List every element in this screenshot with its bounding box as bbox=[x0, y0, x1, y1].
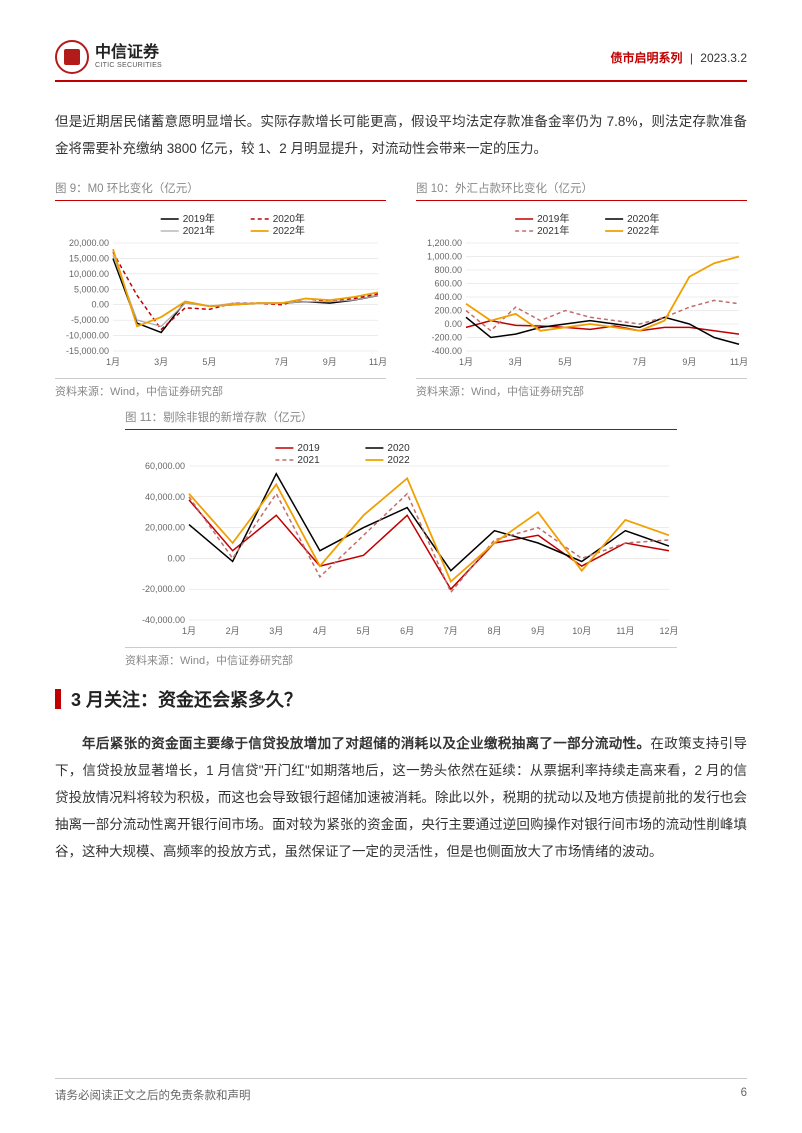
chart-9-source: 资料来源：Wind，中信证券研究部 bbox=[55, 378, 386, 399]
svg-text:20,000.00: 20,000.00 bbox=[69, 238, 109, 248]
svg-text:2020年: 2020年 bbox=[627, 212, 659, 225]
chart-11-block: 图 11：剔除非银的新增存款（亿元） -40,000.00 -20,000.00 0… bbox=[125, 409, 677, 668]
svg-text:0.00: 0.00 bbox=[167, 553, 185, 563]
meta-sep: | bbox=[690, 51, 693, 65]
heading-bar-icon bbox=[55, 689, 61, 709]
svg-text:11月: 11月 bbox=[616, 626, 634, 636]
chart-9-block: 图 9：M0 环比变化（亿元） -15,000.00 -10,000.00 -5,0… bbox=[55, 180, 386, 399]
svg-text:20,000.00: 20,000.00 bbox=[145, 523, 185, 533]
svg-text:7月: 7月 bbox=[444, 626, 458, 636]
svg-text:2022年: 2022年 bbox=[627, 224, 659, 237]
chart-10-block: 图 10：外汇占款环比变化（亿元） -400.00 -200.00 0.00 200.… bbox=[416, 180, 747, 399]
para-rest: 在政策支持引导下，信贷投放显著增长，1 月信贷"开门红"如期落地后，这一势头依然… bbox=[55, 736, 747, 859]
svg-text:3月: 3月 bbox=[269, 626, 283, 636]
page-header: 中信证券 CITIC SECURITIES 债市启明系列 | 2023.3.2 bbox=[55, 40, 747, 74]
logo-cn: 中信证券 bbox=[95, 44, 162, 62]
svg-text:11月: 11月 bbox=[730, 357, 747, 367]
svg-text:-5,000.00: -5,000.00 bbox=[71, 315, 109, 325]
svg-text:-40,000.00: -40,000.00 bbox=[142, 615, 185, 625]
svg-text:15,000.00: 15,000.00 bbox=[69, 253, 109, 263]
svg-text:11月: 11月 bbox=[369, 357, 386, 367]
chart-9-title: 图 9：M0 环比变化（亿元） bbox=[55, 180, 386, 201]
svg-text:2021: 2021 bbox=[297, 455, 320, 466]
intro-paragraph: 但是近期居民储蓄意愿明显增长。实际存款增长可能更高，假设平均法定存款准备金率仍为… bbox=[55, 108, 747, 162]
chart-10-title: 图 10：外汇占款环比变化（亿元） bbox=[416, 180, 747, 201]
svg-text:2022: 2022 bbox=[387, 455, 410, 466]
svg-text:200.00: 200.00 bbox=[434, 306, 462, 316]
svg-text:8月: 8月 bbox=[487, 626, 501, 636]
header-meta: 债市启明系列 | 2023.3.2 bbox=[610, 49, 747, 66]
svg-text:0.00: 0.00 bbox=[91, 300, 109, 310]
section-paragraph: 年后紧张的资金面主要缘于信贷投放增加了对超储的消耗以及企业缴税抽离了一部分流动性… bbox=[55, 730, 747, 865]
svg-text:2020: 2020 bbox=[387, 443, 410, 454]
svg-text:5月: 5月 bbox=[202, 357, 216, 367]
svg-text:-400.00: -400.00 bbox=[431, 346, 462, 356]
svg-text:2019: 2019 bbox=[297, 443, 320, 454]
footer-disclaimer: 请务必阅读正文之后的免责条款和声明 bbox=[55, 1087, 251, 1103]
svg-text:12月: 12月 bbox=[659, 626, 677, 636]
svg-text:3月: 3月 bbox=[509, 357, 523, 367]
chart-9-svg: -15,000.00 -10,000.00 -5,000.00 0.00 5,000.0… bbox=[55, 209, 386, 369]
footer-page-number: 6 bbox=[741, 1087, 747, 1103]
svg-text:1,000.00: 1,000.00 bbox=[427, 252, 462, 262]
svg-text:7月: 7月 bbox=[275, 357, 289, 367]
svg-text:1月: 1月 bbox=[106, 357, 120, 367]
svg-text:-200.00: -200.00 bbox=[431, 333, 462, 343]
svg-text:2022年: 2022年 bbox=[273, 224, 305, 237]
logo-en: CITIC SECURITIES bbox=[95, 62, 162, 70]
svg-text:2月: 2月 bbox=[226, 626, 240, 636]
heading-text: 3 月关注：资金还会紧多久？ bbox=[71, 686, 302, 712]
chart-11-title: 图 11：剔除非银的新增存款（亿元） bbox=[125, 409, 677, 430]
svg-text:3月: 3月 bbox=[154, 357, 168, 367]
svg-text:9月: 9月 bbox=[323, 357, 337, 367]
svg-text:5月: 5月 bbox=[558, 357, 572, 367]
svg-text:0.00: 0.00 bbox=[444, 319, 462, 329]
page-footer: 请务必阅读正文之后的免责条款和声明 6 bbox=[55, 1078, 747, 1103]
header-rule bbox=[55, 80, 747, 82]
chart-10-source: 资料来源：Wind，中信证券研究部 bbox=[416, 378, 747, 399]
svg-text:1,200.00: 1,200.00 bbox=[427, 238, 462, 248]
svg-text:7月: 7月 bbox=[633, 357, 647, 367]
svg-text:4月: 4月 bbox=[313, 626, 327, 636]
charts-row-top: 图 9：M0 环比变化（亿元） -15,000.00 -10,000.00 -5,0… bbox=[55, 180, 747, 399]
brand-logo: 中信证券 CITIC SECURITIES bbox=[55, 40, 162, 74]
chart-11-svg: -40,000.00 -20,000.00 0.00 20,000.00 40,000.… bbox=[125, 438, 677, 638]
chart-11-source: 资料来源：Wind，中信证券研究部 bbox=[125, 647, 677, 668]
svg-text:60,000.00: 60,000.00 bbox=[145, 461, 185, 471]
svg-text:2021年: 2021年 bbox=[537, 224, 569, 237]
svg-text:9月: 9月 bbox=[531, 626, 545, 636]
series-name: 债市启明系列 bbox=[610, 51, 682, 65]
chart-10-svg: -400.00 -200.00 0.00 200.00 400.00 600.00 800.… bbox=[416, 209, 747, 369]
para-bold-lead: 年后紧张的资金面主要缘于信贷投放增加了对超储的消耗以及企业缴税抽离了一部分流动性… bbox=[82, 736, 650, 751]
svg-text:2021年: 2021年 bbox=[183, 224, 215, 237]
svg-text:800.00: 800.00 bbox=[434, 265, 462, 275]
svg-text:-15,000.00: -15,000.00 bbox=[66, 346, 109, 356]
svg-text:-20,000.00: -20,000.00 bbox=[142, 584, 185, 594]
svg-text:10,000.00: 10,000.00 bbox=[69, 269, 109, 279]
svg-text:5,000.00: 5,000.00 bbox=[74, 284, 109, 294]
svg-text:400.00: 400.00 bbox=[434, 292, 462, 302]
svg-text:5月: 5月 bbox=[357, 626, 371, 636]
svg-text:2019年: 2019年 bbox=[183, 212, 215, 225]
svg-text:40,000.00: 40,000.00 bbox=[145, 492, 185, 502]
logo-mark-icon bbox=[55, 40, 89, 74]
report-date: 2023.3.2 bbox=[700, 51, 747, 65]
svg-text:2019年: 2019年 bbox=[537, 212, 569, 225]
svg-text:2020年: 2020年 bbox=[273, 212, 305, 225]
svg-text:9月: 9月 bbox=[682, 357, 696, 367]
section-heading: 3 月关注：资金还会紧多久？ bbox=[55, 686, 747, 712]
svg-text:6月: 6月 bbox=[400, 626, 414, 636]
svg-text:1月: 1月 bbox=[182, 626, 196, 636]
logo-text: 中信证券 CITIC SECURITIES bbox=[95, 44, 162, 69]
svg-text:10月: 10月 bbox=[572, 626, 591, 636]
svg-text:600.00: 600.00 bbox=[434, 279, 462, 289]
svg-text:1月: 1月 bbox=[459, 357, 473, 367]
svg-text:-10,000.00: -10,000.00 bbox=[66, 331, 109, 341]
